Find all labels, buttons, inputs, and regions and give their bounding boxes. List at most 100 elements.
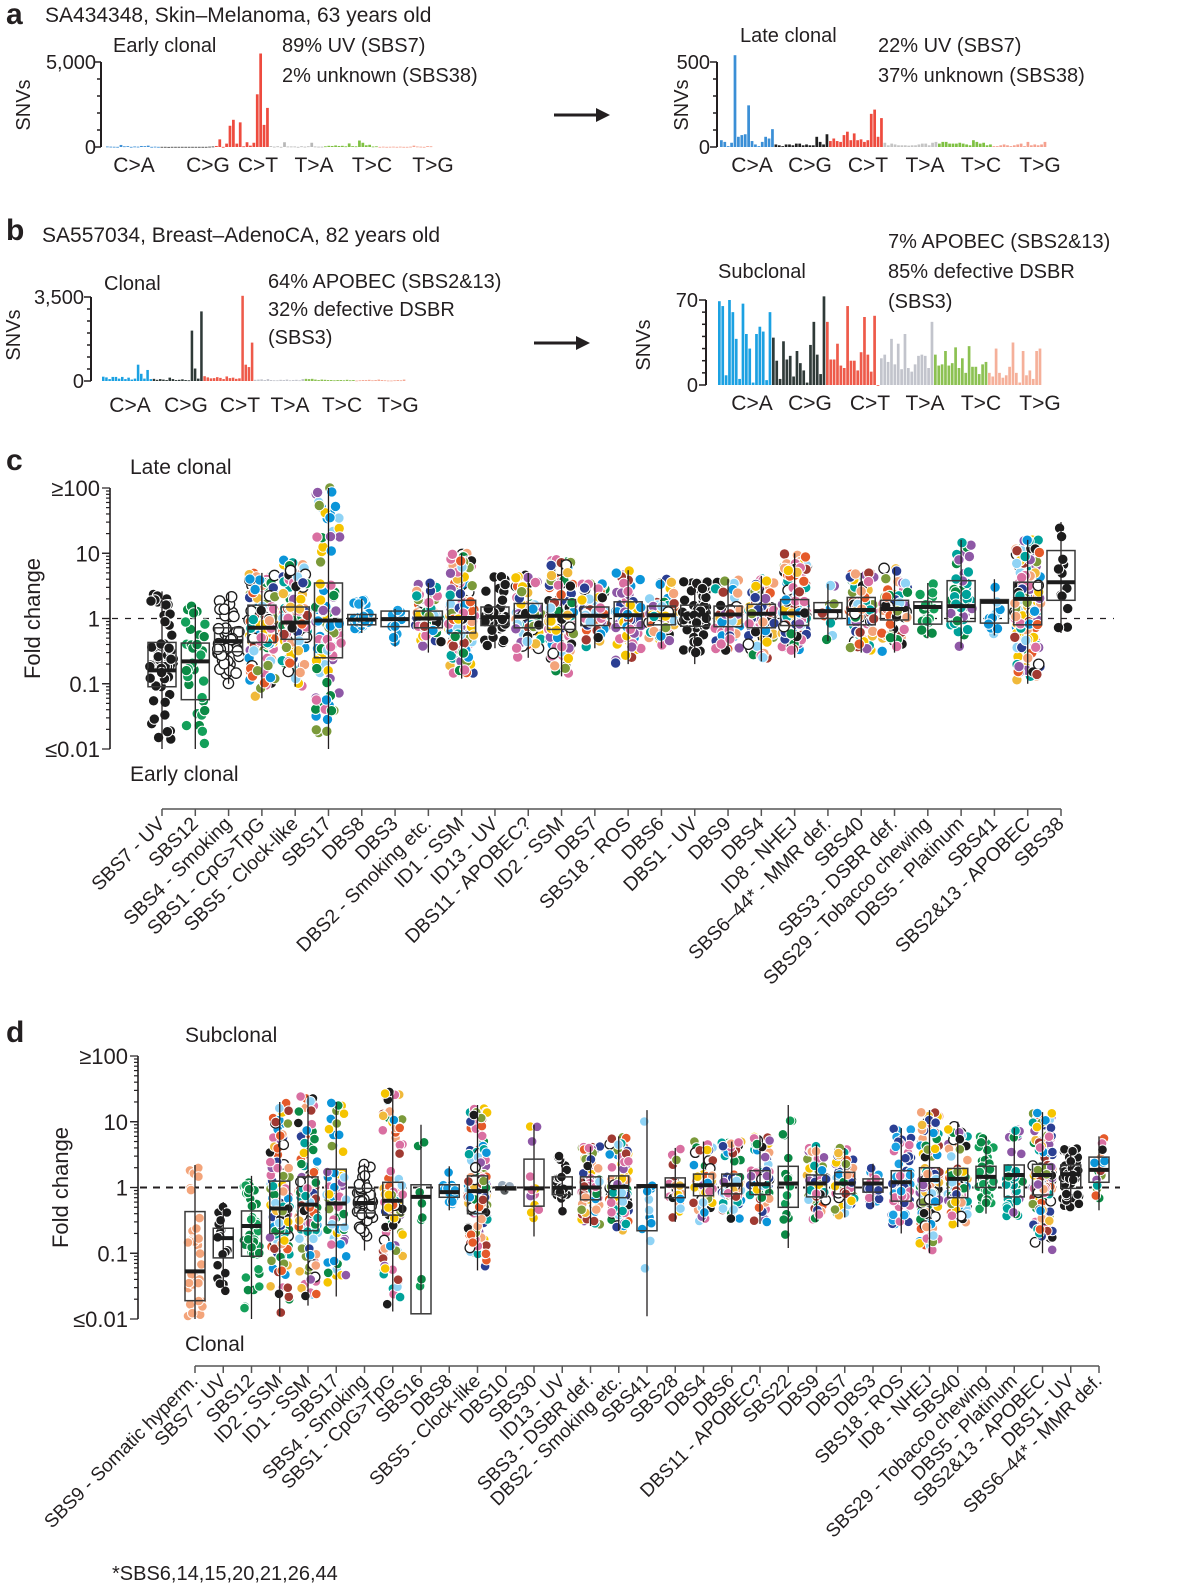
bar xyxy=(238,122,242,147)
data-point xyxy=(749,591,761,604)
x-category-label: C>G xyxy=(788,392,832,415)
bar xyxy=(724,375,728,385)
data-point xyxy=(1046,1244,1058,1256)
data-point xyxy=(818,1152,830,1163)
data-point xyxy=(273,1288,285,1300)
data-point xyxy=(394,1139,406,1151)
bar xyxy=(330,380,333,381)
bar xyxy=(117,378,121,381)
bar xyxy=(782,341,785,385)
data-point xyxy=(764,1135,775,1146)
data-point xyxy=(953,640,965,652)
bar xyxy=(244,364,248,381)
bar xyxy=(255,94,259,147)
bar xyxy=(254,379,257,381)
data-point xyxy=(293,1106,305,1117)
data-point xyxy=(253,1264,264,1275)
y-tick-label: 500 xyxy=(677,52,710,74)
data-point xyxy=(1010,1125,1021,1136)
box-group xyxy=(347,594,377,635)
bar xyxy=(805,382,809,385)
data-point xyxy=(275,1307,287,1318)
bar xyxy=(330,145,334,147)
bar xyxy=(347,143,351,147)
data-point xyxy=(481,1147,492,1158)
data-point xyxy=(314,578,326,590)
bar xyxy=(133,378,137,381)
data-point xyxy=(1057,553,1069,565)
data-point xyxy=(1008,1207,1019,1218)
data-point xyxy=(486,624,498,636)
bar xyxy=(296,146,300,148)
x-category-label: C>T xyxy=(848,154,888,177)
bar xyxy=(272,146,276,148)
top-annotation: Late clonal xyxy=(130,456,232,479)
bar xyxy=(380,380,384,381)
bar xyxy=(1016,144,1020,147)
data-point xyxy=(901,611,913,624)
data-point xyxy=(444,589,456,601)
data-point xyxy=(283,1105,294,1116)
bar xyxy=(193,368,197,381)
data-point xyxy=(339,1172,350,1183)
bar xyxy=(1004,375,1008,385)
bar xyxy=(121,376,124,381)
data-point xyxy=(464,596,477,608)
bar xyxy=(958,142,962,147)
data-point xyxy=(330,605,342,617)
data-point xyxy=(1032,1179,1044,1190)
box-group xyxy=(742,573,780,664)
bar xyxy=(212,378,216,381)
data-point xyxy=(263,615,276,627)
data-point xyxy=(161,726,174,738)
data-point xyxy=(610,567,622,579)
data-point xyxy=(854,626,866,638)
data-point xyxy=(323,1123,335,1135)
data-point xyxy=(1062,602,1074,615)
bar xyxy=(136,364,140,381)
box-group xyxy=(813,579,843,646)
bar xyxy=(761,331,765,385)
data-point xyxy=(218,603,231,616)
data-point xyxy=(867,625,879,637)
bar xyxy=(140,373,143,381)
bar xyxy=(393,380,396,382)
bar xyxy=(152,378,156,381)
data-point xyxy=(1019,550,1031,563)
data-point xyxy=(498,634,510,647)
data-point xyxy=(1072,1189,1083,1200)
data-point xyxy=(294,666,306,679)
data-point xyxy=(717,1203,729,1214)
arrow-icon-a xyxy=(554,108,610,122)
data-point xyxy=(310,1260,322,1271)
data-point xyxy=(829,1204,841,1215)
box-group xyxy=(293,1091,324,1306)
bar xyxy=(402,379,406,381)
data-point xyxy=(264,671,277,684)
bar xyxy=(931,142,934,147)
bar xyxy=(880,118,883,147)
data-point xyxy=(187,607,200,619)
box-group xyxy=(182,1162,208,1322)
bottom-annotation: Early clonal xyxy=(130,763,239,786)
y-tick-label: 3,500 xyxy=(34,287,84,309)
bar xyxy=(320,379,324,381)
box-group xyxy=(801,1140,832,1225)
bar xyxy=(381,146,385,148)
data-point xyxy=(1061,1188,1072,1200)
data-point xyxy=(526,1136,538,1147)
data-point xyxy=(799,551,812,563)
bar xyxy=(283,142,286,147)
x-category-label: C>A xyxy=(109,394,150,417)
box-group xyxy=(1009,534,1047,686)
bar xyxy=(971,366,974,385)
bar xyxy=(961,143,965,147)
bar xyxy=(792,376,795,385)
data-point xyxy=(293,603,306,615)
data-point xyxy=(310,694,323,706)
data-point xyxy=(166,629,178,641)
bar xyxy=(368,144,372,147)
data-point xyxy=(667,1212,679,1223)
bar xyxy=(994,348,998,385)
